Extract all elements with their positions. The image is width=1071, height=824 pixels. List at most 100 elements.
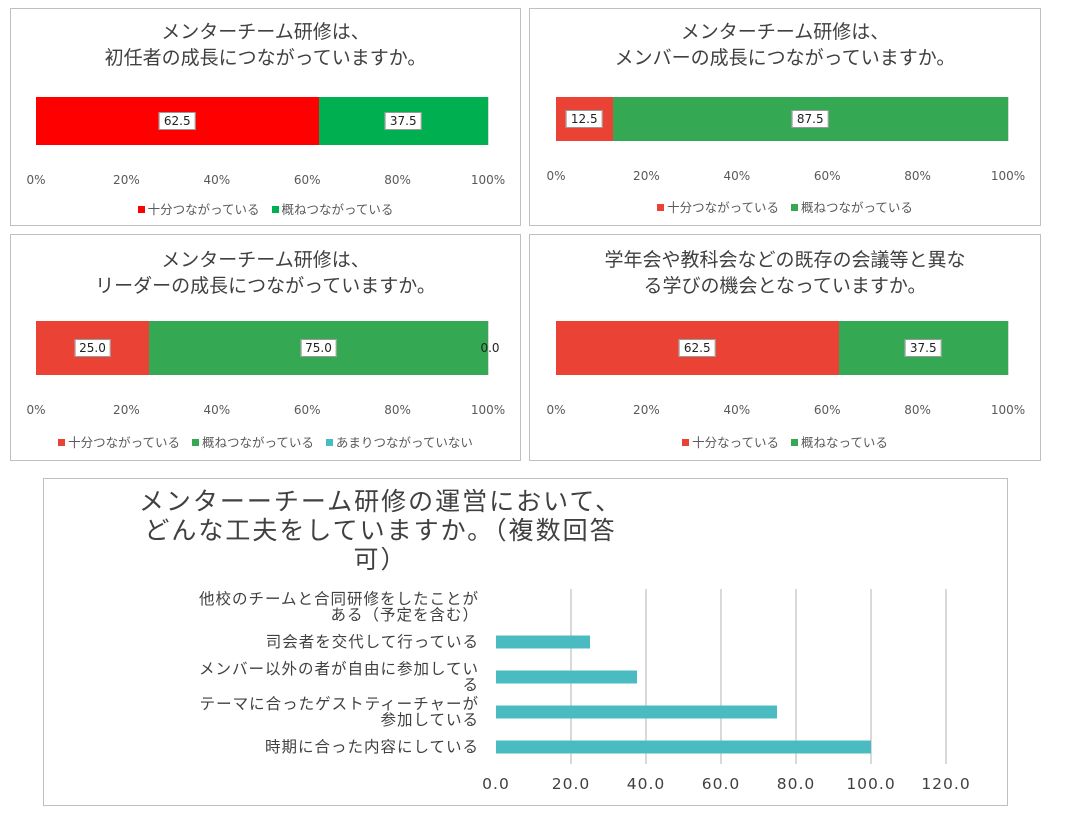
x-tick-label: 100% [990, 403, 1026, 417]
x-tick-label: 0% [26, 403, 46, 417]
x-axis: 0% 20% 40% 60% 80% 100% [546, 169, 1025, 185]
data-label: 75.0 [300, 339, 337, 357]
legend-swatch [657, 204, 665, 211]
x-tick-label: 0% [546, 403, 566, 417]
legend-label: 概ねつながっている [801, 200, 913, 215]
chart-panel-5: メンターーチーム研修の運営において、 どんな工夫をしていますか。（複数回答 可）… [43, 478, 1008, 806]
data-label: 12.5 [565, 110, 603, 128]
legend-item: 概ねつながっている [271, 199, 394, 218]
x-tick-label: 20% [633, 403, 660, 417]
legend: 十分なっている 概ねなっている [530, 432, 1040, 451]
legend-swatch [191, 439, 199, 446]
x-tick-label: 0% [26, 173, 46, 187]
data-label: 87.5 [791, 110, 829, 128]
category-label: 司会者を交代して行っている [265, 632, 479, 651]
bar [496, 705, 778, 718]
chart-title: メンターーチーム研修の運営において、 どんな工夫をしていますか。（複数回答 可） [138, 487, 623, 574]
x-tick-label: 80% [384, 403, 411, 417]
plot-area: 25.0 75.0 0.0 [36, 321, 500, 375]
x-tick-label: 120.0 [921, 775, 971, 793]
x-tick-label: 0% [546, 169, 566, 183]
gridline [870, 589, 872, 764]
data-label: 37.5 [904, 339, 942, 357]
x-axis: 0% 20% 40% 60% 80% 100% [546, 403, 1025, 419]
legend-label: 概ねなっている [801, 435, 888, 450]
category-labels: 他校のチームと合同研修をしたことが ある（予定を含む） 司会者を交代して行っている… [44, 589, 479, 764]
x-tick-label: 100% [990, 169, 1026, 183]
legend-swatch [791, 204, 798, 211]
plot-area: 12.5 87.5 [556, 97, 1009, 141]
legend-label: 概ねつながっている [201, 435, 314, 450]
x-tick-label: 20% [113, 173, 140, 187]
gridline [488, 97, 489, 145]
legend-item: あまりつながっていない [325, 432, 473, 451]
plot-area [496, 589, 947, 764]
legend-label: 十分つながっている [147, 202, 260, 217]
legend: 十分つながっている 概ねつながっている あまりつながっていない [11, 432, 520, 451]
data-label: 25.0 [74, 339, 111, 357]
x-tick-label: 40% [723, 169, 751, 183]
legend-label: 十分つながっている [68, 435, 180, 450]
x-tick-label: 20.0 [551, 775, 591, 793]
data-label: 37.5 [384, 112, 422, 130]
x-tick-label: 20% [113, 403, 140, 417]
legend-label: 概ねつながっている [281, 202, 394, 217]
legend-swatch [271, 206, 279, 213]
legend-swatch [682, 439, 690, 446]
x-tick-label: 100.0 [846, 775, 896, 793]
chart-panel-1: メンターチーム研修は、 初任者の成長につながっていますか。 62.5 37.5 0… [10, 8, 521, 226]
chart-title: メンターチーム研修は、 初任者の成長につながっていますか。 [104, 21, 427, 69]
legend-swatch [58, 439, 66, 446]
legend-item: 概ねつながっている [191, 432, 314, 451]
chart-panel-4: 学年会や教科会などの既存の会議等と異な る学びの機会となっていますか。 62.5… [529, 234, 1041, 461]
legend-item: 十分なっている [682, 432, 779, 451]
plot-area: 62.5 37.5 [556, 321, 1009, 375]
x-axis: 0% 20% 40% 60% 80% 100% [26, 173, 505, 189]
legend-swatch [791, 439, 798, 446]
bar [496, 670, 637, 683]
x-tick-label: 60% [813, 403, 841, 417]
legend-label: 十分なっている [692, 435, 779, 450]
chart-panel-2: メンターチーム研修は、 メンバーの成長につながっていますか。 12.5 87.5 … [529, 8, 1041, 226]
gridline [488, 321, 489, 375]
legend-swatch [325, 439, 333, 446]
x-tick-label: 100% [470, 173, 506, 187]
chart-title: 学年会や教科会などの既存の会議等と異な る学びの機会となっていますか。 [604, 249, 966, 297]
x-tick-label: 60% [293, 403, 321, 417]
legend-label: あまりつながっていない [335, 435, 473, 450]
gridline [720, 589, 722, 764]
x-tick-label: 20% [633, 169, 660, 183]
legend-item: 概ねつながっている [791, 197, 913, 216]
legend-swatch [137, 206, 145, 213]
data-label: 62.5 [678, 339, 716, 357]
bar [496, 740, 871, 753]
legend: 十分つながっている 概ねつながっている [11, 199, 520, 218]
gridline [945, 589, 947, 764]
data-label: 0.0 [480, 341, 500, 355]
x-tick-label: 0.0 [482, 775, 510, 793]
bar [496, 635, 590, 648]
x-tick-label: 40% [723, 403, 751, 417]
legend-label: 十分つながっている [667, 200, 779, 215]
x-tick-label: 80.0 [776, 775, 816, 793]
gridline [645, 589, 647, 764]
x-tick-label: 60% [293, 173, 321, 187]
gridline [1008, 321, 1009, 375]
plot-area: 62.5 37.5 [36, 97, 489, 145]
x-axis: 0.0 20.0 40.0 60.0 80.0 100.0 120.0 [482, 775, 970, 795]
x-tick-label: 40% [203, 173, 231, 187]
legend: 十分つながっている 概ねつながっている [530, 197, 1040, 216]
category-label: 時期に合った内容にしている [264, 737, 479, 756]
gridline [795, 589, 797, 764]
chart-title: メンターチーム研修は、 メンバーの成長につながっていますか。 [614, 21, 956, 69]
legend-item: 十分つながっている [137, 199, 260, 218]
x-axis: 0% 20% 40% 60% 80% 100% [26, 403, 505, 419]
x-tick-label: 80% [904, 169, 931, 183]
x-tick-label: 60% [813, 169, 841, 183]
x-tick-label: 40% [203, 403, 231, 417]
x-tick-label: 100% [470, 403, 506, 417]
x-tick-label: 40.0 [626, 775, 666, 793]
chart-panel-3: メンターチーム研修は、 リーダーの成長につながっていますか。 25.0 75.0 0… [10, 234, 521, 461]
data-label: 62.5 [158, 112, 196, 130]
x-tick-label: 80% [904, 403, 931, 417]
